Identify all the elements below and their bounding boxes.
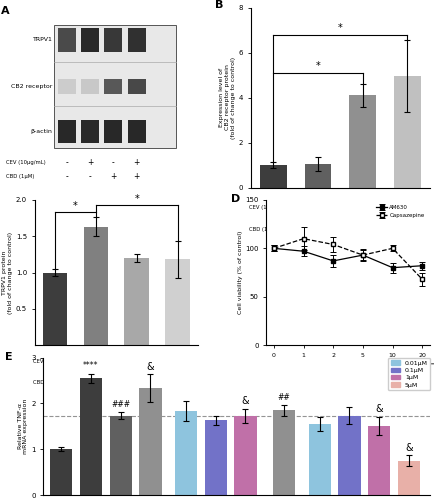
Bar	[105, 28, 122, 52]
Text: +: +	[133, 158, 140, 167]
Text: -: -	[54, 380, 56, 389]
Text: CEV (10μg/mL): CEV (10μg/mL)	[6, 160, 46, 165]
Bar	[125, 258, 149, 345]
Bar	[260, 165, 287, 188]
Text: CEV (10μg/mL): CEV (10μg/mL)	[33, 360, 72, 364]
Bar	[58, 80, 76, 94]
Text: -: -	[89, 172, 92, 181]
Bar	[165, 260, 190, 345]
Text: +: +	[174, 380, 181, 389]
Text: -: -	[272, 206, 275, 214]
Text: +: +	[174, 360, 181, 368]
Text: +: +	[315, 206, 321, 214]
Bar	[105, 120, 122, 144]
Text: +: +	[93, 360, 99, 368]
Text: +CBD  (1μM): +CBD (1μM)	[328, 377, 368, 382]
Bar	[204, 420, 227, 495]
Bar	[128, 120, 145, 144]
Bar	[349, 95, 376, 188]
Text: *: *	[73, 201, 78, 211]
Text: -: -	[54, 360, 56, 368]
Text: ###: ###	[111, 400, 130, 409]
Bar	[175, 411, 197, 495]
Text: ##: ##	[278, 394, 290, 402]
Bar	[128, 28, 145, 52]
Bar	[398, 460, 420, 495]
Y-axis label: Relative TNF-α
mRNA expression: Relative TNF-α mRNA expression	[18, 398, 29, 454]
Bar	[105, 80, 122, 94]
Bar	[58, 28, 76, 52]
Bar	[109, 416, 132, 495]
Bar	[81, 80, 99, 94]
Text: -: -	[66, 172, 68, 181]
Bar	[58, 120, 76, 144]
Text: +: +	[359, 227, 366, 236]
Text: *: *	[316, 61, 320, 71]
Text: -: -	[361, 206, 364, 214]
Text: +: +	[133, 172, 140, 181]
Text: *: *	[338, 22, 343, 32]
Text: &: &	[375, 404, 383, 414]
Text: B: B	[215, 0, 224, 10]
Bar	[139, 388, 161, 495]
Text: +: +	[134, 380, 140, 389]
Y-axis label: Expression level of
CB2 receptor protein
(fold of change to control): Expression level of CB2 receptor protein…	[220, 56, 236, 138]
Bar	[81, 28, 99, 52]
Legend: 0.01μM, 0.1μM, 1μM, 5μM: 0.01μM, 0.1μM, 1μM, 5μM	[388, 358, 431, 390]
Text: D: D	[230, 194, 240, 204]
Text: -: -	[316, 227, 319, 236]
Bar	[394, 76, 421, 188]
Text: CBD (1μM): CBD (1μM)	[6, 174, 34, 179]
Text: -: -	[135, 360, 138, 368]
Bar	[234, 416, 256, 495]
Text: CBD (1μM): CBD (1μM)	[33, 380, 61, 385]
Text: +: +	[87, 158, 93, 167]
Text: -: -	[95, 380, 97, 389]
Bar	[338, 416, 361, 495]
Bar	[84, 227, 108, 345]
Bar	[54, 26, 176, 148]
Text: -: -	[272, 227, 275, 236]
Text: +: +	[110, 172, 117, 181]
Text: *: *	[135, 194, 139, 204]
Bar	[80, 378, 102, 495]
Text: -: -	[66, 158, 68, 167]
Bar	[309, 424, 331, 495]
Y-axis label: Cell viability (% of control): Cell viability (% of control)	[237, 231, 243, 314]
Bar	[273, 410, 295, 495]
Text: β-actin: β-actin	[31, 129, 53, 134]
Text: E: E	[5, 352, 13, 362]
Text: -: -	[112, 158, 115, 167]
Text: &: &	[242, 396, 249, 406]
Bar	[81, 120, 99, 144]
Text: ****: ****	[83, 362, 99, 370]
Text: CB2 receptor: CB2 receptor	[11, 84, 53, 89]
Text: CBD (1μM): CBD (1μM)	[249, 227, 277, 232]
Text: &: &	[405, 443, 413, 453]
Text: CEV (10μg/mL): CEV (10μg/mL)	[249, 206, 289, 210]
Text: +: +	[404, 206, 411, 214]
Legend: AM630, Capsazepine: AM630, Capsazepine	[374, 203, 427, 220]
Y-axis label: Expression level of
TRPV1 protein
(fold of change to control): Expression level of TRPV1 protein (fold …	[0, 232, 13, 314]
Bar	[368, 426, 390, 495]
Text: TRPV1: TRPV1	[33, 38, 53, 43]
Bar	[43, 272, 67, 345]
Bar	[128, 80, 145, 94]
Text: +: +	[404, 227, 411, 236]
Bar	[50, 449, 72, 495]
Bar	[305, 164, 332, 188]
Text: &: &	[147, 362, 154, 372]
Text: A: A	[1, 6, 10, 16]
